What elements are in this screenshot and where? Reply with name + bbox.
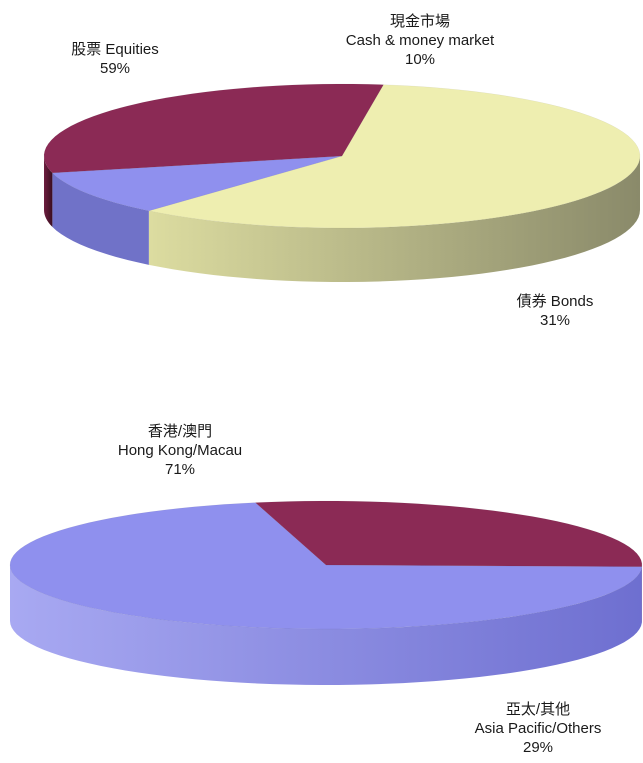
pie-side-bonds bbox=[44, 156, 53, 227]
pie-slice-equities bbox=[148, 84, 641, 229]
label-equities-pct: 59% bbox=[99, 60, 131, 77]
label-equities-name: 股票 Equities bbox=[71, 41, 159, 58]
label-hk-pct: 71% bbox=[164, 461, 196, 478]
label-equities: 股票 Equities 59% bbox=[40, 40, 190, 78]
label-cash-en: Cash & money market bbox=[345, 32, 495, 49]
label-hk: 香港/澳門 Hong Kong/Macau 71% bbox=[90, 422, 270, 479]
label-cash-pct: 10% bbox=[404, 51, 436, 68]
asset-allocation-pie bbox=[43, 83, 641, 282]
pie-side-cash-money-market bbox=[52, 172, 149, 265]
label-hk-zh: 香港/澳門 bbox=[147, 423, 213, 440]
pie-side-equities bbox=[148, 156, 641, 282]
label-asia-zh: 亞太/其他 bbox=[505, 701, 571, 718]
pie-slice-bonds bbox=[43, 83, 384, 174]
pie-slice-cash-money-market bbox=[51, 155, 343, 212]
pie-slice-asia-pacific-others bbox=[254, 500, 643, 567]
region-allocation-pie bbox=[9, 500, 643, 685]
label-hk-en: Hong Kong/Macau bbox=[117, 442, 243, 459]
pie-side-hong-kong-macau bbox=[10, 565, 642, 685]
label-cash-zh: 現金市場 bbox=[389, 13, 450, 30]
label-bonds-pct: 31% bbox=[539, 312, 571, 329]
label-bonds: 債券 Bonds 31% bbox=[480, 292, 630, 330]
label-asia-en: Asia Pacific/Others bbox=[474, 720, 602, 737]
label-cash: 現金市場 Cash & money market 10% bbox=[320, 12, 520, 69]
label-bonds-name: 債券 Bonds bbox=[516, 293, 594, 310]
pie-slice-hong-kong-macau bbox=[9, 502, 643, 630]
label-asia-pct: 29% bbox=[522, 739, 554, 756]
label-asia: 亞太/其他 Asia Pacific/Others 29% bbox=[438, 700, 638, 757]
